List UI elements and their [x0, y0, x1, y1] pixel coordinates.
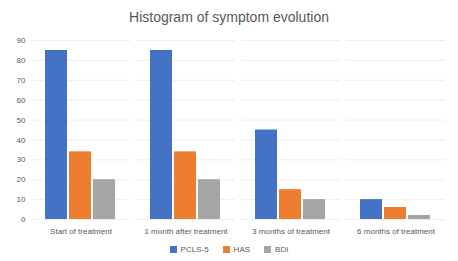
svg-text:30: 30 [17, 155, 26, 164]
svg-text:10: 10 [17, 195, 26, 204]
html-text:BDI: BDI [275, 244, 289, 254]
svg-text:70: 70 [17, 76, 26, 85]
svg-text:60: 60 [17, 96, 26, 105]
svg-text:90: 90 [17, 36, 26, 45]
svg-text:6 months of treatment: 6 months of treatment [357, 227, 436, 236]
svg-text:40: 40 [17, 136, 26, 145]
svg-text:20: 20 [17, 175, 26, 184]
svg-text:3 months of treatment: 3 months of treatment [252, 227, 331, 236]
svg-text:1 month after treatment: 1 month after treatment [144, 227, 228, 236]
svg-text:Start of treatment: Start of treatment [50, 227, 113, 236]
html-text:Histogram of symptom evolution: Histogram of symptom evolution [129, 9, 329, 25]
svg-text:50: 50 [17, 116, 26, 125]
svg-text:0: 0 [21, 215, 26, 224]
html-text:HAS: HAS [233, 244, 251, 254]
html-text:PCLS-5: PCLS-5 [180, 244, 209, 254]
svg-text:80: 80 [17, 56, 26, 65]
